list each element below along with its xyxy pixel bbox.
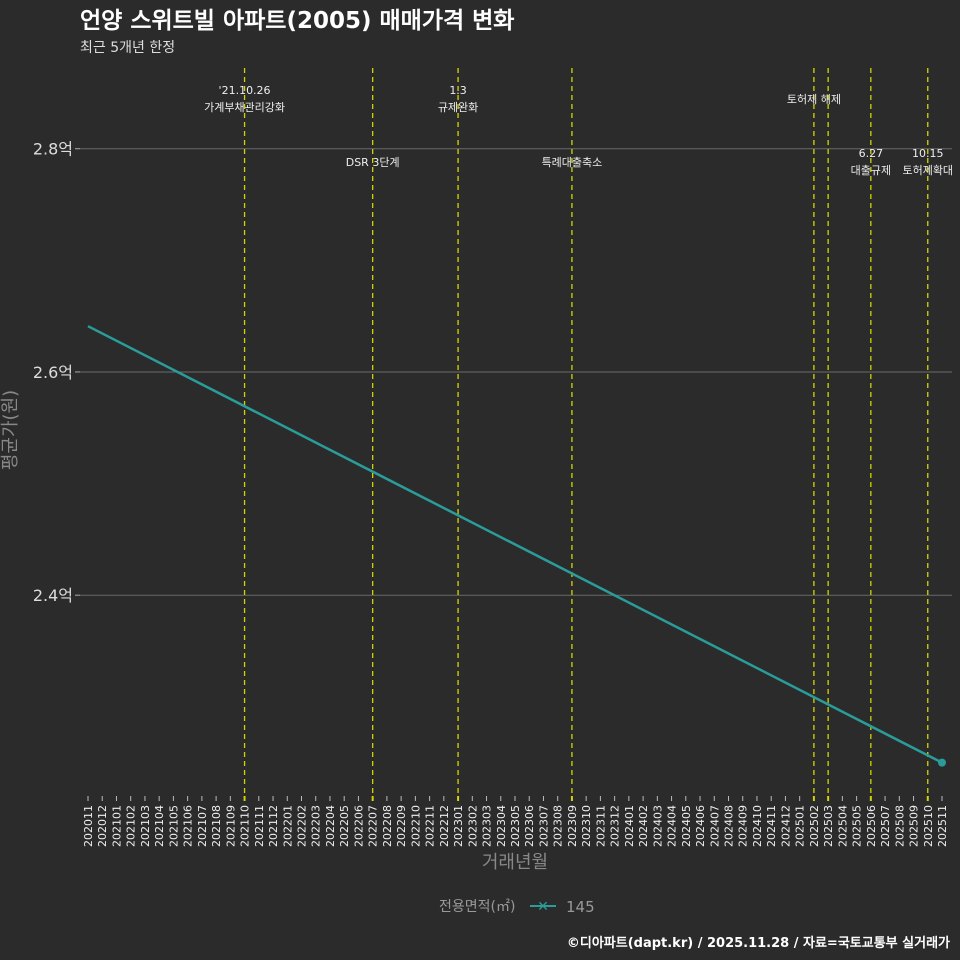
event-label: 가계부채관리강화 bbox=[204, 101, 285, 114]
x-tick-label: 202411 bbox=[765, 805, 778, 847]
x-tick-label: 202302 bbox=[466, 805, 479, 847]
x-tick-label: 202101 bbox=[110, 805, 123, 847]
x-tick-label: 202501 bbox=[794, 805, 807, 847]
x-tick-label: 202402 bbox=[637, 805, 650, 847]
x-tick-label: 202409 bbox=[737, 805, 750, 847]
x-tick-label: 202309 bbox=[566, 805, 579, 847]
x-tick-label: 202209 bbox=[395, 805, 408, 847]
chart-title: 언양 스위트빌 아파트(2005) 매매가격 변화 bbox=[80, 8, 514, 34]
y-tick-label: 2.8억 bbox=[33, 140, 73, 159]
x-tick-label: 202510 bbox=[922, 805, 935, 847]
data-point bbox=[938, 758, 946, 767]
x-tick-label: 202107 bbox=[196, 805, 209, 847]
x-tick-label: 202205 bbox=[338, 805, 351, 847]
x-tick-label: 202407 bbox=[708, 805, 721, 847]
x-tick-label: 202503 bbox=[822, 805, 835, 847]
x-tick-label: 202212 bbox=[438, 805, 451, 847]
y-axis-label: 평균가(원) bbox=[0, 390, 21, 470]
x-tick-label: 202011 bbox=[82, 805, 95, 847]
event-label: 토허제확대 bbox=[902, 164, 953, 177]
x-tick-label: 202508 bbox=[893, 805, 906, 847]
y-tick-label: 2.6억 bbox=[33, 363, 73, 382]
x-tick-label: 202204 bbox=[324, 805, 337, 847]
x-tick-label: 202211 bbox=[424, 805, 437, 847]
event-label: 10.15 bbox=[912, 147, 944, 160]
x-tick-label: 202202 bbox=[296, 805, 309, 847]
x-tick-label: 202502 bbox=[808, 805, 821, 847]
x-tick-label: 202304 bbox=[495, 805, 508, 847]
x-tick-label: 202201 bbox=[281, 805, 294, 847]
x-tick-label: 202312 bbox=[609, 805, 622, 847]
x-tick-label: 202404 bbox=[666, 805, 679, 847]
x-tick-label: 202504 bbox=[836, 805, 849, 847]
x-axis-label: 거래년월 bbox=[482, 852, 548, 873]
chart-subtitle: 최근 5개년 한정 bbox=[80, 40, 175, 56]
x-tick-label: 202210 bbox=[409, 805, 422, 847]
x-tick-label: 202303 bbox=[481, 805, 494, 847]
x-tick-label: 202104 bbox=[153, 805, 166, 847]
x-tick-label: 202206 bbox=[352, 805, 365, 847]
x-tick-label: 202310 bbox=[580, 805, 593, 847]
x-tick-label: 202102 bbox=[125, 805, 138, 847]
x-tick-label: 202308 bbox=[552, 805, 565, 847]
x-tick-label: 202306 bbox=[523, 805, 536, 847]
x-tick-label: 202405 bbox=[680, 805, 693, 847]
legend-key-marker: ✕ bbox=[537, 899, 549, 915]
event-label: 대출규제 bbox=[851, 164, 891, 177]
event-label: 토허제 해제 bbox=[787, 92, 841, 106]
x-tick-label: 202207 bbox=[367, 805, 380, 847]
x-tick-label: 202406 bbox=[694, 805, 707, 847]
x-tick-label: 202507 bbox=[879, 805, 892, 847]
x-tick-label: 202505 bbox=[851, 805, 864, 847]
x-tick-label: 202305 bbox=[509, 805, 522, 847]
x-tick-label: 202108 bbox=[210, 805, 223, 847]
x-tick-label: 202103 bbox=[139, 805, 152, 847]
x-tick-label: 202412 bbox=[779, 805, 792, 847]
x-tick-label: 202208 bbox=[381, 805, 394, 847]
x-tick-label: 202106 bbox=[182, 805, 195, 847]
x-tick-label: 202506 bbox=[865, 805, 878, 847]
x-tick-label: 202112 bbox=[267, 805, 280, 847]
x-tick-label: 202403 bbox=[651, 805, 664, 847]
caption: ©디아파트(dapt.kr) / 2025.11.28 / 자료=국토교통부 실… bbox=[567, 935, 950, 951]
x-tick-label: 202203 bbox=[310, 805, 323, 847]
series-line bbox=[87, 325, 943, 764]
x-tick-label: 202307 bbox=[537, 805, 550, 847]
x-tick-label: 202110 bbox=[239, 805, 252, 847]
x-tick-label: 202410 bbox=[751, 805, 764, 847]
legend: 전용면적(㎡) ✕ 145 bbox=[439, 898, 595, 916]
x-tick-label: 202509 bbox=[908, 805, 921, 847]
x-tick-label: 202105 bbox=[167, 805, 180, 847]
x-tick-label: 202408 bbox=[723, 805, 736, 847]
event-label: 6.27 bbox=[859, 147, 884, 160]
legend-item-label: 145 bbox=[566, 898, 595, 916]
x-tick-label: 202511 bbox=[936, 805, 949, 847]
y-tick-label: 2.4억 bbox=[33, 586, 73, 605]
x-tick-label: 202012 bbox=[96, 805, 109, 847]
legend-title: 전용면적(㎡) bbox=[439, 899, 515, 915]
event-label: DSR 3단계 bbox=[346, 156, 400, 169]
x-tick-label: 202401 bbox=[623, 805, 636, 847]
x-tick-label: 202311 bbox=[594, 805, 607, 847]
event-label: 특례대출축소 bbox=[542, 156, 603, 169]
event-label: 1.3 bbox=[449, 84, 467, 97]
x-tick-label: 202301 bbox=[452, 805, 465, 847]
event-label: 규제완화 bbox=[438, 101, 478, 114]
x-tick-label: 202111 bbox=[253, 805, 266, 847]
event-label: '21.10.26 bbox=[219, 84, 271, 97]
x-tick-label: 202109 bbox=[224, 805, 237, 847]
